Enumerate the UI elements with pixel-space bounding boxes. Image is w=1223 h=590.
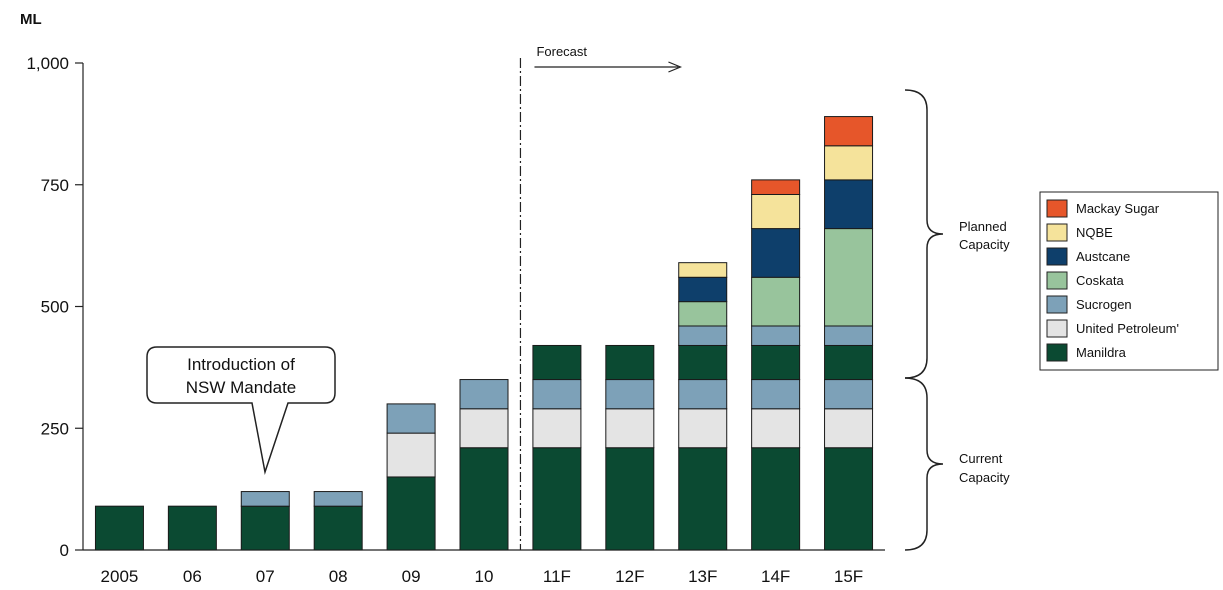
legend-box — [1039, 191, 1219, 371]
bar-segment — [459, 408, 509, 449]
bar-segment — [532, 408, 582, 449]
bar-segment — [459, 447, 509, 551]
x-tick-label: 13F — [688, 567, 717, 586]
bar-segment — [313, 505, 363, 551]
bar-segment — [824, 179, 874, 230]
bar-segment — [678, 325, 728, 346]
bar-segment — [751, 379, 801, 410]
bar-segment — [532, 379, 582, 410]
bar-segment — [824, 447, 874, 551]
legend-label: Coskata — [1076, 273, 1124, 288]
bar-segment — [94, 505, 144, 551]
bar-segment — [240, 505, 290, 551]
legend-label: Sucrogen — [1076, 297, 1132, 312]
x-tick-label: 2005 — [101, 567, 139, 586]
x-tick-label: 15F — [834, 567, 863, 586]
x-tick-label: 06 — [183, 567, 202, 586]
current-capacity-label-1: Current — [959, 451, 1003, 466]
callout-line-2: NSW Mandate — [186, 378, 297, 397]
bar-segment — [532, 344, 582, 381]
bars-group — [94, 116, 874, 551]
bar-segment — [678, 262, 728, 278]
y-tick-label: 750 — [41, 176, 69, 195]
current-capacity-label-2: Capacity — [959, 470, 1010, 485]
bar-segment — [751, 179, 801, 195]
y-tick-label: 500 — [41, 298, 69, 317]
bar-segment — [386, 476, 436, 551]
y-tick-label: 250 — [41, 419, 69, 438]
capacity-braces: Planned Capacity Current Capacity — [904, 89, 1010, 551]
bar-segment — [824, 344, 874, 381]
legend-swatch — [1046, 343, 1068, 362]
legend-label: NQBE — [1076, 225, 1113, 240]
legend-items: Mackay Sugar NQBE Austcane Coskata Sucrogen U… — [1046, 199, 1179, 362]
bar-segment — [605, 408, 655, 449]
bar-segment — [532, 447, 582, 551]
legend-swatch — [1046, 295, 1068, 314]
bar-segment — [678, 447, 728, 551]
bar-segment — [386, 432, 436, 478]
bar-segment — [605, 344, 655, 381]
x-tick-label: 14F — [761, 567, 790, 586]
callout-line-1: Introduction of — [187, 355, 295, 374]
bar-segment — [605, 447, 655, 551]
bar-segment — [824, 116, 874, 147]
bar-segment — [313, 491, 363, 507]
x-tick-label: 12F — [615, 567, 644, 586]
mandate-callout: Introduction of NSW Mandate — [146, 346, 336, 475]
callout-bubble — [146, 346, 336, 475]
bar-segment — [751, 344, 801, 381]
ticks-group: 0 250 500 750 1,000 2005 06 07 08 09 10 11F 12F 13F 14… — [26, 54, 863, 586]
bar-segment — [386, 403, 436, 434]
bar-segment — [824, 408, 874, 449]
legend-swatch — [1046, 199, 1068, 218]
bar-segment — [678, 344, 728, 381]
bar-segment — [824, 325, 874, 346]
bar-segment — [751, 193, 801, 230]
bar-segment — [678, 276, 728, 303]
legend-label: United Petroleum' — [1076, 321, 1179, 336]
legend-label: Manildra — [1076, 345, 1127, 360]
bar-segment — [459, 379, 509, 410]
legend: Mackay Sugar NQBE Austcane Coskata Sucrogen U… — [1039, 191, 1219, 371]
bar-segment — [605, 379, 655, 410]
bar-segment — [824, 145, 874, 181]
bar-segment — [751, 276, 801, 327]
current-capacity-brace — [904, 377, 944, 551]
x-tick-label: 10 — [475, 567, 494, 586]
x-tick-label: 11F — [543, 567, 571, 586]
y-tick-label: 0 — [60, 541, 69, 560]
legend-swatch — [1046, 271, 1068, 290]
bar-segment — [678, 379, 728, 410]
legend-swatch — [1046, 319, 1068, 338]
legend-swatch — [1046, 247, 1068, 266]
x-tick-label: 09 — [402, 567, 421, 586]
forecast-label: Forecast — [536, 44, 587, 59]
forecast-arrow-head — [668, 61, 683, 73]
bar-segment — [751, 228, 801, 278]
bar-segment — [824, 379, 874, 410]
legend-swatch — [1046, 223, 1068, 242]
bar-segment — [751, 325, 801, 346]
bar-segment — [751, 408, 801, 449]
bar-segment — [678, 408, 728, 449]
bar-segment — [751, 447, 801, 551]
x-tick-label: 08 — [329, 567, 348, 586]
y-tick-label: 1,000 — [26, 54, 69, 73]
planned-capacity-label-2: Capacity — [959, 237, 1010, 252]
forecast-arrow — [534, 61, 683, 73]
planned-capacity-label-1: Planned — [959, 219, 1007, 234]
bar-segment — [824, 228, 874, 327]
legend-label: Austcane — [1076, 249, 1130, 264]
bar-segment — [678, 301, 728, 327]
bar-segment — [167, 505, 217, 551]
legend-label: Mackay Sugar — [1076, 201, 1160, 216]
y-axis-unit-label: ML — [20, 11, 42, 28]
planned-capacity-brace — [904, 89, 944, 379]
x-tick-label: 07 — [256, 567, 275, 586]
bar-segment — [240, 491, 290, 507]
